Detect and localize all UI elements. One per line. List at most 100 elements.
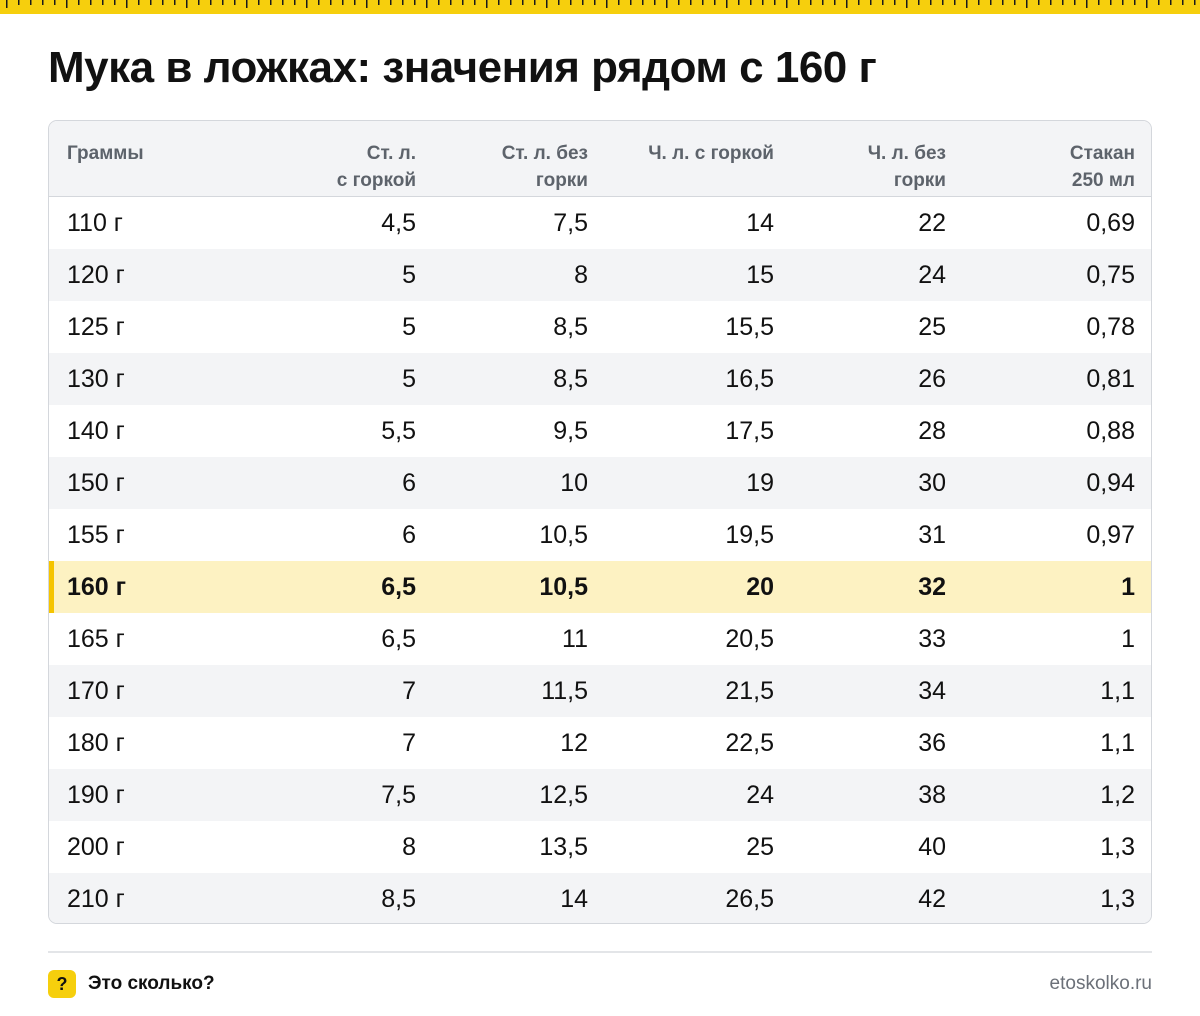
ruler-tick: [990, 0, 992, 5]
ruler-tick: [1098, 0, 1100, 5]
cell-tsp-heaped: 24: [746, 780, 774, 809]
table-row: 170 г 7 11,5 21,5 34 1,1: [49, 665, 1151, 717]
ruler-tick: [1122, 0, 1124, 5]
table-row: 155 г 6 10,5 19,5 31 0,97: [49, 509, 1151, 561]
cell-cup-250ml: 1,3: [1100, 884, 1135, 913]
ruler-tick: [738, 0, 740, 5]
ruler-tick: [366, 0, 368, 8]
ruler-tick: [966, 0, 968, 8]
question-mark-icon: ?: [48, 970, 76, 998]
cell-tsp-heaped: 22,5: [725, 728, 774, 757]
ruler-tick: [126, 0, 128, 8]
ruler-ticks: [6, 0, 1196, 8]
table-row: 190 г 7,5 12,5 24 38 1,2: [49, 769, 1151, 821]
cell-tsp-heaped: 19,5: [725, 520, 774, 549]
header-tsp-level: Ч. л. без горки: [867, 143, 946, 191]
cell-cup-250ml: 1,2: [1100, 780, 1135, 809]
cell-tsp-level: 31: [918, 520, 946, 549]
cell-grams: 110 г: [67, 208, 123, 237]
cell-tsp-heaped: 15: [746, 260, 774, 289]
ruler-tick: [30, 0, 32, 5]
cell-tsp-level: 25: [918, 312, 946, 341]
cell-grams: 120 г: [67, 260, 125, 289]
page-title: Мука в ложках: значения рядом с 160 г: [48, 43, 877, 92]
cell-tbsp-heaped: 5,5: [381, 416, 416, 445]
cell-tsp-level: 22: [918, 208, 946, 237]
cell-cup-250ml: 0,78: [1086, 312, 1135, 341]
cell-grams: 155 г: [67, 520, 125, 549]
ruler-tick: [18, 0, 20, 5]
ruler-tick: [354, 0, 356, 5]
cell-cup-250ml: 1: [1121, 624, 1135, 653]
ruler-tick: [822, 0, 824, 5]
ruler-tick: [282, 0, 284, 5]
cell-tsp-heaped: 17,5: [725, 416, 774, 445]
ruler-tick: [1026, 0, 1028, 8]
ruler-tick: [930, 0, 932, 5]
ruler-tick: [150, 0, 152, 5]
ruler-tick: [954, 0, 956, 5]
ruler-tick: [426, 0, 428, 8]
ruler-tick: [1050, 0, 1052, 5]
ruler-tick: [402, 0, 404, 5]
cell-cup-250ml: 0,81: [1086, 364, 1135, 393]
cell-tsp-heaped: 25: [746, 832, 774, 861]
ruler-tick: [894, 0, 896, 5]
ruler-tick: [882, 0, 884, 5]
cell-cup-250ml: 0,75: [1086, 260, 1135, 289]
ruler-tick: [6, 0, 8, 8]
ruler-tick: [906, 0, 908, 8]
cell-tbsp-level: 8,5: [553, 312, 588, 341]
cell-grams: 190 г: [67, 780, 125, 809]
ruler-tick: [162, 0, 164, 5]
ruler-tick: [246, 0, 248, 8]
ruler-tick: [1062, 0, 1064, 5]
cell-tbsp-level: 10,5: [539, 520, 588, 549]
cell-tbsp-level: 8,5: [553, 364, 588, 393]
ruler-tick: [942, 0, 944, 5]
cell-tbsp-level: 10,5: [539, 572, 588, 601]
table-row: 130 г 5 8,5 16,5 26 0,81: [49, 353, 1151, 405]
cell-tsp-heaped: 19: [746, 468, 774, 497]
cell-tsp-level: 38: [918, 780, 946, 809]
table-row: 150 г 6 10 19 30 0,94: [49, 457, 1151, 509]
ruler-tick: [186, 0, 188, 8]
cell-grams: 125 г: [67, 312, 125, 341]
cell-tsp-heaped: 21,5: [725, 676, 774, 705]
table-row-highlighted: 160 г 6,5 10,5 20 32 1: [49, 561, 1151, 613]
cell-cup-250ml: 0,69: [1086, 208, 1135, 237]
footer-divider: [48, 951, 1152, 953]
cell-tsp-level: 36: [918, 728, 946, 757]
table-row: 180 г 7 12 22,5 36 1,1: [49, 717, 1151, 769]
ruler-tick: [258, 0, 260, 5]
header-spacer: [49, 140, 67, 196]
cell-cup-250ml: 1,1: [1100, 728, 1135, 757]
ruler-tick: [42, 0, 44, 5]
ruler-tick: [1170, 0, 1172, 5]
cell-tbsp-level: 13,5: [539, 832, 588, 861]
site-url[interactable]: etoskolko.ru: [1049, 973, 1152, 994]
cell-cup-250ml: 1,1: [1100, 676, 1135, 705]
cell-tbsp-heaped: 6,5: [381, 572, 416, 601]
ruler-tick: [462, 0, 464, 5]
ruler-tick: [90, 0, 92, 5]
table-row: 110 г 4,5 7,5 14 22 0,69: [49, 197, 1151, 249]
cell-tbsp-heaped: 5: [402, 312, 416, 341]
ruler-tick: [294, 0, 296, 5]
cell-grams: 160 г: [67, 572, 127, 601]
ruler-tick: [870, 0, 872, 5]
ruler-tick: [702, 0, 704, 5]
ruler-tick: [198, 0, 200, 5]
ruler-tick: [438, 0, 440, 5]
ruler-decoration: [0, 0, 1200, 14]
cell-cup-250ml: 1: [1121, 572, 1135, 601]
cell-grams: 180 г: [67, 728, 125, 757]
ruler-tick: [138, 0, 140, 5]
ruler-tick: [762, 0, 764, 5]
cell-tbsp-heaped: 8: [402, 832, 416, 861]
ruler-tick: [666, 0, 668, 8]
cell-tsp-heaped: 14: [746, 208, 774, 237]
cell-tbsp-level: 9,5: [553, 416, 588, 445]
cell-grams: 170 г: [67, 676, 125, 705]
cell-grams: 210 г: [67, 884, 125, 913]
